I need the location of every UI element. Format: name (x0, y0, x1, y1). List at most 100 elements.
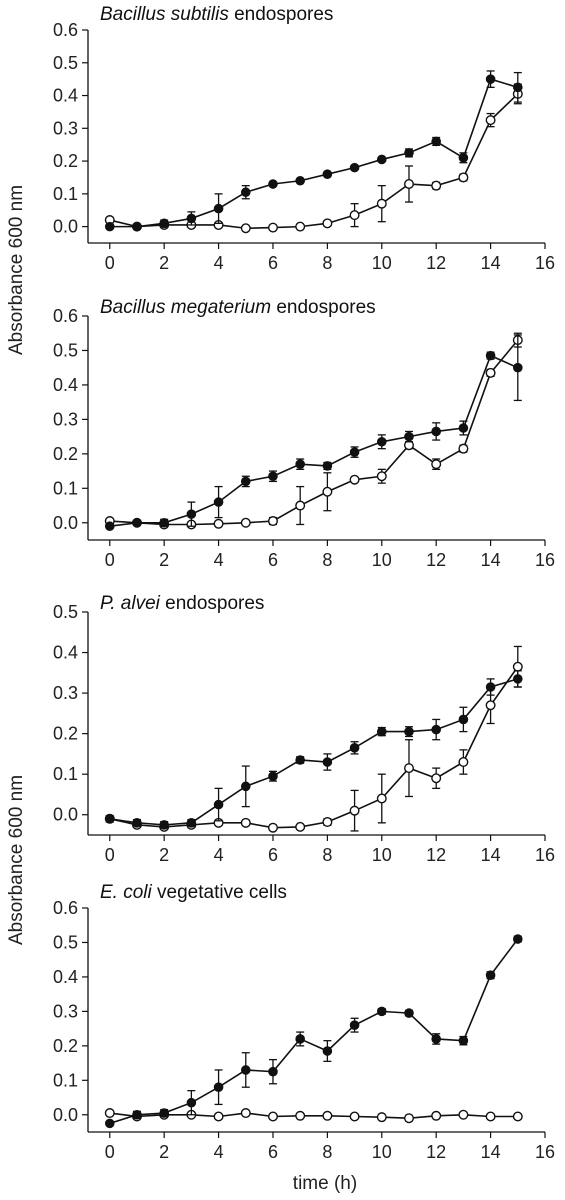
data-point-filled (213, 799, 224, 810)
panel-title-rest: vegetative cells (152, 882, 287, 903)
series-open (104, 645, 523, 833)
chart-panel-3: P. alvei endospores 0.0 0.1 0.2 0.3 0.4 0.5 0 2 4… (53, 593, 555, 865)
panel-title: P. alvei endospores (100, 593, 264, 614)
data-point-open (322, 218, 333, 229)
data-point-open (349, 210, 360, 221)
y-tick-label: 0.6 (53, 20, 78, 40)
series-filled (104, 334, 523, 532)
x-tick-label: 8 (322, 1142, 332, 1162)
y-tick-label: 0.1 (53, 184, 78, 204)
x-tick-label: 16 (535, 1142, 555, 1162)
x-tick-label: 16 (535, 550, 555, 570)
data-point-filled (485, 970, 496, 981)
data-point-filled (268, 471, 278, 482)
y-tick-label: 0.3 (53, 118, 78, 138)
chart-panel-4: E. coli vegetative cells 0.0 0.1 0.2 0.3 0.4 0… (53, 882, 555, 1162)
chart-panel-1: Bacillus subtilis endospores 0.0 0.1 0.2 0.3… (53, 4, 555, 273)
data-point-open (267, 222, 278, 233)
data-point-filled (268, 1066, 278, 1077)
y-tick-label: 0.1 (53, 764, 78, 784)
chart-panel-2: Bacillus megaterium endospores 0.0 0.1 0.2 0… (53, 297, 555, 570)
panel-title-rest: endospores (229, 4, 334, 25)
data-point-filled (104, 1118, 115, 1129)
x-tick-label: 12 (426, 253, 446, 273)
y-tick-label: 0.4 (53, 375, 78, 395)
x-tick-label: 8 (322, 845, 332, 865)
data-point-filled (240, 781, 251, 792)
panel-title: Bacillus megaterium endospores (100, 297, 376, 318)
x-tick-label: 2 (159, 550, 169, 570)
data-point-open (458, 757, 469, 768)
panel-title-rest: endospores (271, 297, 376, 318)
data-point-filled (295, 459, 305, 469)
data-point-filled (404, 1008, 414, 1018)
x-tick-label: 4 (214, 550, 224, 570)
data-point-open (485, 700, 496, 711)
series-filled (104, 670, 523, 830)
data-point-open (213, 1111, 224, 1122)
series-filled (104, 70, 523, 232)
data-point-open (512, 661, 523, 672)
data-point-filled (240, 476, 251, 487)
data-point-filled (186, 213, 197, 224)
y-tick-label: 0.5 (53, 53, 78, 73)
series-line-open (109, 1112, 518, 1120)
data-point-filled (159, 1108, 169, 1118)
data-point-filled (458, 714, 469, 725)
series-line-filled (109, 938, 519, 1125)
data-point-open (376, 1112, 387, 1123)
data-point-filled (431, 1034, 441, 1044)
x-tick-label: 4 (214, 845, 224, 865)
data-point-open (267, 516, 278, 527)
data-point-open (512, 1111, 523, 1122)
x-tick-label: 10 (372, 845, 392, 865)
y-tick-label: 0.6 (53, 306, 78, 326)
x-tick-label: 14 (481, 1142, 501, 1162)
x-tick-label: 8 (322, 253, 332, 273)
data-point-filled (322, 1046, 333, 1056)
data-point-filled (512, 362, 523, 373)
y-tick-label: 0.2 (53, 724, 78, 744)
data-point-filled (295, 755, 305, 765)
data-point-open (322, 1110, 333, 1121)
data-point-open (431, 1110, 442, 1121)
data-point-filled (431, 136, 441, 147)
y-tick-label: 0.5 (53, 602, 78, 622)
x-tick-label: 0 (105, 845, 115, 865)
y-tick-label: 0.4 (53, 967, 78, 987)
data-point-filled (322, 169, 333, 179)
data-point-filled (376, 154, 387, 165)
data-point-filled (512, 82, 523, 93)
y-tick-label: 0.3 (53, 1001, 78, 1021)
data-point-filled (404, 726, 414, 737)
data-point-filled (132, 1109, 142, 1120)
x-tick-label: 14 (481, 845, 501, 865)
y-tick-label: 0.3 (53, 409, 78, 429)
data-point-open (240, 1108, 251, 1119)
data-point-filled (512, 674, 523, 684)
data-point-filled (322, 757, 333, 767)
y-tick-label: 0.2 (53, 444, 78, 464)
y-tick-label: 0.0 (53, 513, 78, 533)
data-point-open (431, 773, 442, 784)
y-tick-label: 0.6 (53, 898, 78, 918)
data-point-filled (485, 350, 496, 361)
panel-title-italic: Bacillus subtilis (100, 4, 229, 25)
series-line-open (109, 93, 519, 230)
data-point-filled (349, 162, 360, 173)
data-point-filled (376, 1006, 387, 1017)
y-tick-label: 0.1 (53, 1070, 78, 1090)
data-point-open (431, 180, 442, 191)
y-tick-label: 0.2 (53, 151, 78, 171)
data-point-filled (104, 813, 115, 824)
data-point-filled (295, 175, 305, 186)
data-point-filled (213, 497, 224, 507)
data-point-open (322, 486, 333, 497)
data-point-open (295, 821, 306, 832)
data-point-filled (349, 1020, 360, 1030)
data-point-filled (458, 153, 469, 163)
y-tick-label: 0.0 (53, 1105, 78, 1125)
x-tick-label: 0 (105, 1142, 115, 1162)
y-axis-label-top: Absorbance 600 nm (6, 185, 27, 355)
